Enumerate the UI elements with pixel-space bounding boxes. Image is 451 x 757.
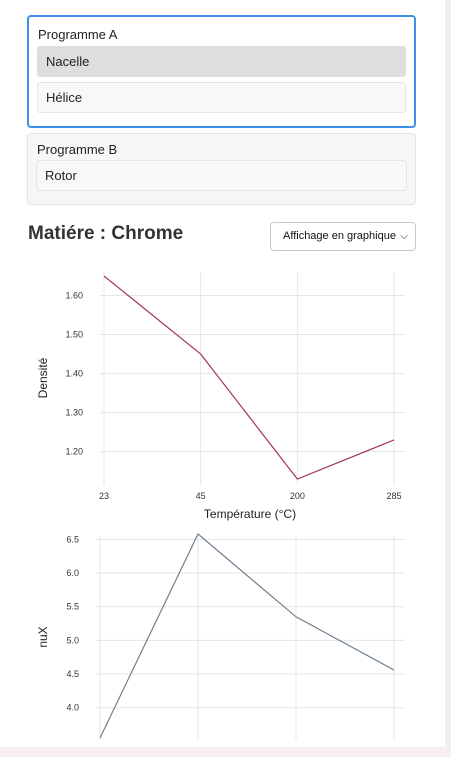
density-series-line [103,275,395,480]
density-x-axis-label: Température (°C) [204,507,296,521]
c1-y-tick: 1.40 [65,369,83,379]
display-mode-value: Affichage en graphique [283,230,396,242]
program-card-b[interactable]: Programme B Rotor [27,133,416,205]
page-right-strip [445,0,451,757]
density-grid [100,272,405,485]
program-item-helice[interactable]: Hélice [37,82,406,113]
density-tick-labels: 23 45 200 285 1.20 1.30 1.40 1.50 1.60 [65,291,401,501]
c1-y-tick: 1.50 [65,330,83,340]
display-mode-select[interactable]: Affichage en graphique ⌵ [270,222,416,251]
program-item-rotor[interactable]: Rotor [36,160,407,191]
program-a-title: Programme A [38,27,118,42]
program-b-title: Programme B [37,142,118,157]
chevron-down-icon: ⌵ [400,231,408,242]
c1-x-tick: 200 [290,491,305,501]
density-y-axis-label: Densité [36,357,50,398]
page-bottom-strip [0,747,451,757]
program-card-a[interactable]: Programme A Nacelle Hélice [27,15,416,128]
c1-y-tick: 1.60 [65,291,83,301]
c1-x-tick: 45 [196,491,206,501]
c1-y-tick: 1.30 [65,408,83,418]
c1-x-tick: 23 [99,491,109,501]
c1-x-tick: 285 [386,491,401,501]
c1-y-tick: 1.20 [65,447,83,457]
program-item-nacelle[interactable]: Nacelle [37,46,406,77]
material-title: Matiére : Chrome [28,223,184,244]
